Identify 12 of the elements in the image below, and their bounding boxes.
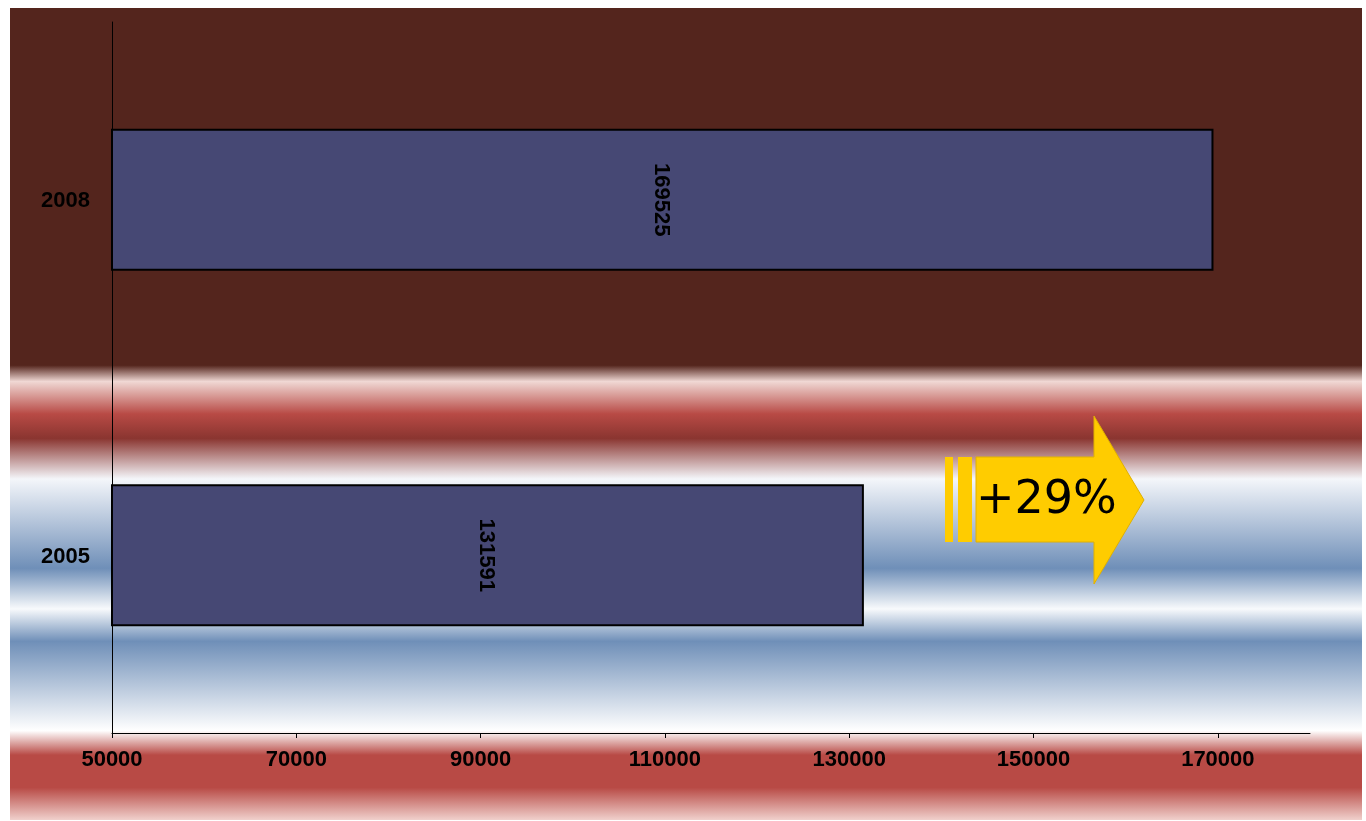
y-tick-label: 2005 xyxy=(41,542,90,568)
x-tick-label: 110000 xyxy=(628,745,702,771)
x-tick-label: 130000 xyxy=(812,745,886,771)
x-tick-label: 170000 xyxy=(1181,745,1255,771)
x-tick-label: 90000 xyxy=(450,745,512,771)
x-tick-label: 70000 xyxy=(265,745,327,771)
data-label: 131591 xyxy=(474,518,500,592)
y-tick-label: 2008 xyxy=(41,187,90,213)
x-tick-label: 50000 xyxy=(81,745,143,771)
x-tick-label: 150000 xyxy=(996,745,1071,771)
annotation: +29% xyxy=(976,470,1117,524)
data-label: 169525 xyxy=(649,163,675,237)
